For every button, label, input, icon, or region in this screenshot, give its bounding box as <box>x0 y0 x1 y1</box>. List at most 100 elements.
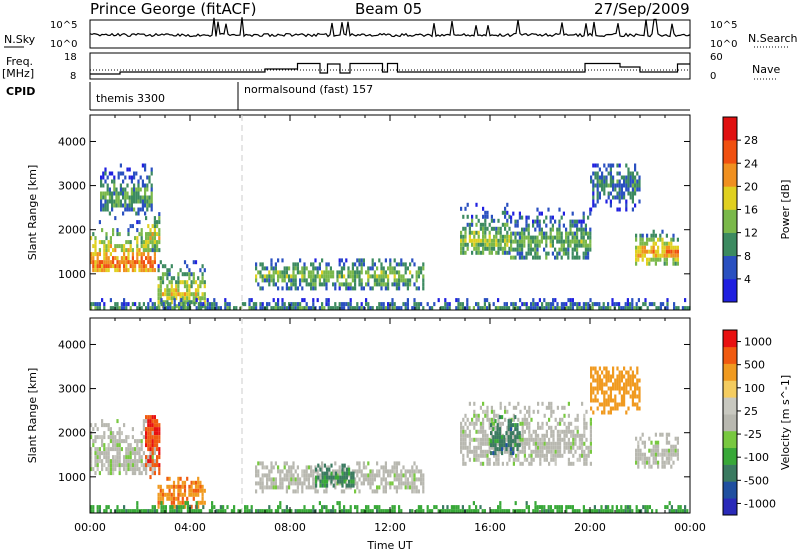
velocity-cell <box>153 509 156 514</box>
power-cell <box>169 306 172 311</box>
velocity-cell <box>534 509 537 514</box>
velocity-cell <box>384 489 387 494</box>
power-cell <box>584 251 587 256</box>
velocity-cell <box>156 419 159 424</box>
power-cell <box>124 207 127 212</box>
power-cell <box>285 266 288 271</box>
power-cell <box>138 260 141 265</box>
velocity-cell <box>625 378 628 383</box>
velocity-cell <box>636 378 639 383</box>
power-cell <box>629 175 632 180</box>
velocity-cell <box>479 445 482 450</box>
velocity-cell <box>199 488 202 493</box>
power-cell <box>457 302 460 307</box>
velocity-cell <box>323 505 326 510</box>
velocity-cell <box>330 475 333 480</box>
velocity-cell <box>107 463 110 468</box>
power-cell <box>413 298 416 303</box>
power-cell <box>493 246 496 251</box>
velocity-cell <box>161 496 165 501</box>
velocity-cell <box>661 456 664 461</box>
velocity-cell <box>523 413 526 418</box>
velocity-cell <box>157 496 160 501</box>
velocity-cell <box>149 415 152 420</box>
power-cell <box>499 246 502 251</box>
velocity-cell <box>670 448 673 453</box>
velocity-cell <box>464 433 467 438</box>
velocity-cell <box>420 473 423 478</box>
power-cell <box>516 247 519 252</box>
velocity-cell <box>523 429 526 434</box>
power-cell <box>288 278 291 283</box>
power-cell <box>576 247 579 252</box>
power-cell <box>104 203 107 208</box>
velocity-cell <box>180 509 183 514</box>
velocity-cell <box>665 460 668 465</box>
velocity-cell <box>665 448 668 453</box>
velocity-cell <box>625 410 628 415</box>
velocity-cell <box>194 492 198 497</box>
velocity-cell <box>354 505 357 510</box>
power-cell <box>274 306 277 311</box>
power-cell <box>601 179 604 184</box>
power-cell <box>145 216 148 221</box>
power-cell <box>107 248 110 253</box>
power-cell <box>128 203 131 208</box>
velocity-cell <box>140 459 143 464</box>
velocity-cell <box>387 481 390 486</box>
power-cell <box>578 219 581 224</box>
velocity-cell <box>348 479 351 484</box>
velocity-cell <box>348 483 351 488</box>
velocity-cell <box>156 431 159 436</box>
velocity-cell <box>384 465 387 470</box>
velocity-cell <box>140 443 143 448</box>
power-cell <box>141 183 144 188</box>
velocity-cell <box>114 439 117 444</box>
power-cell <box>484 230 487 235</box>
velocity-cell <box>352 471 355 476</box>
velocity-cell <box>145 435 148 440</box>
velocity-cell <box>611 505 614 510</box>
power-cell <box>482 226 485 231</box>
power-cell <box>639 249 642 254</box>
power-cell <box>149 306 152 311</box>
velocity-cell <box>622 509 625 514</box>
velocity-cell <box>486 449 489 454</box>
velocity-cell <box>475 509 478 514</box>
velocity-cell <box>492 509 495 514</box>
power-cell <box>607 191 610 196</box>
power-cell <box>629 171 632 176</box>
velocity-cell <box>194 484 198 489</box>
power-cell <box>598 195 601 200</box>
velocity-cell <box>484 409 487 414</box>
velocity-cell <box>548 417 551 422</box>
power-cell <box>131 260 134 265</box>
velocity-cell <box>486 413 489 418</box>
velocity-cell <box>648 505 651 510</box>
velocity-cell <box>450 505 453 510</box>
velocity-cell <box>387 509 390 514</box>
power-cell <box>343 262 346 267</box>
velocity-cell <box>172 492 176 497</box>
power-cell <box>482 242 485 247</box>
velocity-cell <box>563 421 566 426</box>
velocity-cell <box>493 409 496 414</box>
power-cell <box>650 237 653 242</box>
velocity-cell <box>601 402 604 407</box>
power-cell <box>518 243 521 248</box>
velocity-cell <box>548 441 551 446</box>
power-cell <box>109 244 112 249</box>
velocity-cell <box>571 505 574 510</box>
velocity-cell <box>409 481 412 486</box>
velocity-cell <box>589 445 592 450</box>
power-cell <box>127 260 130 265</box>
power-cell <box>589 231 592 236</box>
power-cell <box>576 306 579 311</box>
power-cell <box>114 256 117 261</box>
velocity-cell <box>543 509 546 514</box>
power-cell <box>241 302 244 307</box>
power-cell <box>652 253 655 258</box>
power-cell <box>596 163 599 168</box>
power-cell <box>151 232 154 237</box>
velocity-cell <box>552 409 555 414</box>
